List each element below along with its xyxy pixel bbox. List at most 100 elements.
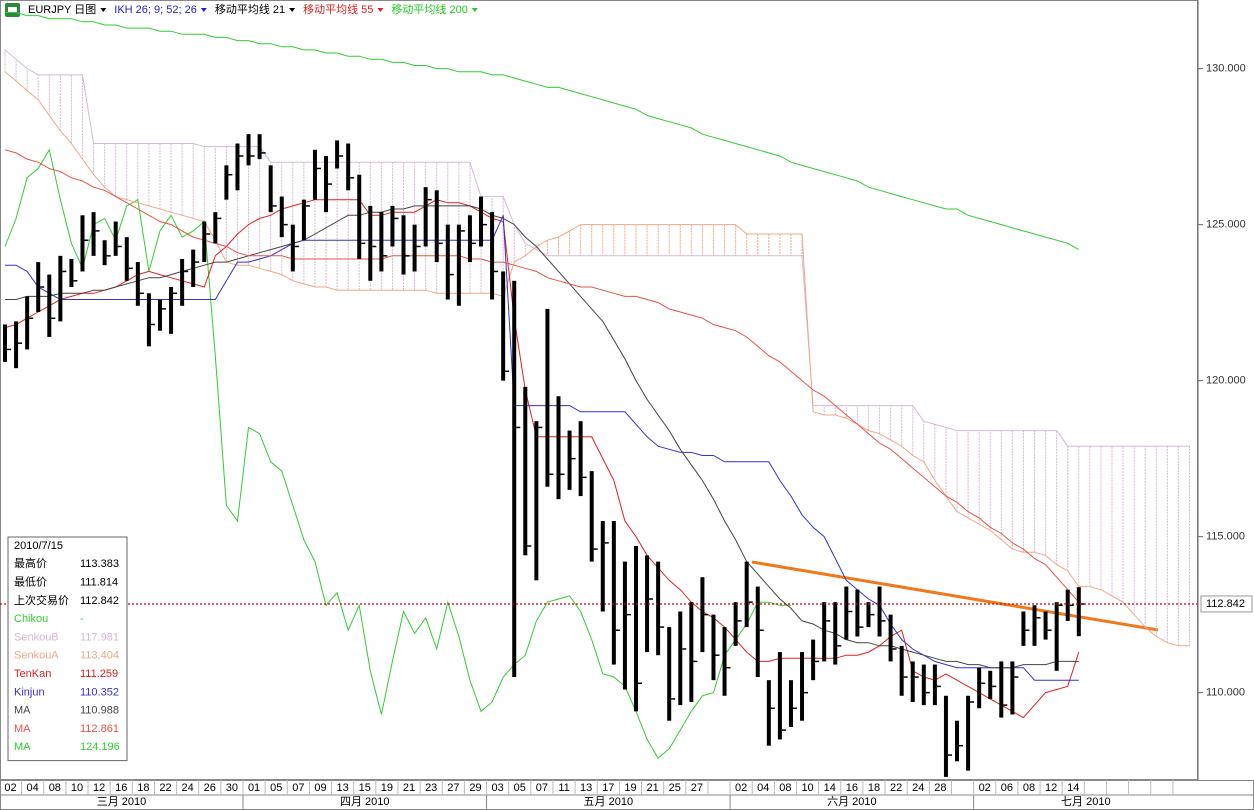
x-tick-label: 22 (890, 782, 902, 794)
y-tick-label: 110.000 (1206, 687, 1245, 699)
price-bar (877, 586, 882, 637)
info-series-value: 110.352 (80, 686, 119, 698)
price-bar (124, 237, 129, 281)
info-value: 112.842 (80, 595, 119, 607)
info-series-value: 110.988 (80, 705, 119, 717)
trend-line (751, 560, 1159, 632)
x-tick-label: 26 (204, 782, 216, 794)
price-bar (1043, 611, 1048, 640)
indicator-line (4, 148, 791, 759)
x-tick-label: 01 (248, 782, 260, 794)
price-bar (656, 561, 661, 656)
price-bar (423, 187, 428, 247)
price-bar (490, 212, 495, 300)
info-series-value: 124.196 (80, 741, 120, 753)
price-bar (833, 602, 838, 665)
price-bar (800, 652, 805, 721)
month-label: 五月 2010 (584, 796, 634, 808)
price-bar (412, 224, 417, 272)
price-bar (999, 661, 1004, 718)
month-label: 六月 2010 (827, 795, 877, 808)
price-bar (966, 695, 971, 771)
price-bar (312, 149, 317, 200)
x-tick-label: 16 (115, 782, 127, 794)
price-bar (445, 224, 450, 300)
price-bar (246, 134, 251, 166)
price-bar (622, 561, 627, 690)
x-tick-label: 10 (801, 782, 813, 794)
price-bar (888, 614, 893, 662)
price-bar (899, 645, 904, 696)
price-bar (755, 586, 760, 678)
x-tick-label: 23 (425, 782, 437, 794)
price-bar (611, 521, 616, 665)
x-tick-label: 29 (469, 782, 481, 794)
price-bar (290, 224, 295, 272)
price-bar (202, 221, 207, 263)
info-series-value: 117.981 (80, 631, 119, 643)
price-bar (744, 561, 749, 628)
x-tick-label: 05 (514, 782, 526, 794)
price-bar (977, 667, 982, 709)
dropdown-arrow (100, 8, 107, 12)
x-tick-label: 18 (868, 782, 880, 794)
price-bar (235, 143, 240, 191)
price-bar (279, 196, 284, 238)
x-tick-label: 08 (1023, 782, 1035, 794)
price-bar (844, 586, 849, 640)
price-bar (534, 421, 539, 581)
indicator-line (4, 49, 1190, 447)
price-bar (1021, 611, 1026, 646)
x-tick-label: 03 (491, 782, 503, 794)
x-tick-label: 19 (624, 782, 636, 794)
price-bar (722, 627, 727, 696)
x-tick-label: 02 (4, 782, 16, 794)
price-bar (467, 215, 472, 263)
x-tick-label: 21 (646, 782, 658, 794)
price-bar (788, 680, 793, 727)
y-tick-label: 120.000 (1206, 375, 1246, 387)
x-tick-label: 12 (93, 782, 105, 794)
y-tick-label: 130.000 (1206, 63, 1246, 75)
header-item: IKH 26; 9; 52; 26 (114, 4, 197, 16)
price-bar (545, 308, 550, 487)
price-bar (102, 240, 107, 266)
price-bar (711, 614, 716, 681)
indicator-line (4, 149, 1080, 603)
y-tick-label: 125.000 (1206, 219, 1246, 231)
header-item: 移动平均线 21 (215, 2, 285, 16)
info-series-name: MA (14, 723, 31, 735)
x-tick-label: 18 (137, 782, 149, 794)
x-tick-label: 17 (602, 782, 614, 794)
price-bar (955, 720, 960, 762)
dropdown-arrow (377, 8, 384, 12)
x-tick-label: 10 (71, 782, 83, 794)
x-tick-label: 06 (1001, 782, 1013, 794)
x-tick-label: 19 (381, 782, 393, 794)
info-series-name: Kinjun (14, 686, 45, 698)
info-series-name: SenkouB (14, 631, 59, 643)
price-bar (556, 396, 561, 500)
price-bar (733, 602, 738, 646)
info-series-value: 112.861 (80, 723, 119, 735)
x-tick-label: 02 (979, 782, 991, 794)
price-bar (91, 212, 96, 256)
price-bar (633, 546, 638, 712)
price-bar (346, 143, 351, 191)
header-item: EURJPY 日图 (28, 3, 96, 16)
info-series-value: - (80, 613, 84, 625)
price-bar (910, 661, 915, 702)
price-bar (3, 324, 7, 362)
x-tick-label: 04 (27, 782, 39, 794)
x-tick-label: 13 (337, 782, 349, 794)
price-bar (379, 212, 384, 272)
x-tick-label: 05 (270, 782, 282, 794)
x-tick-label: 28 (934, 782, 946, 794)
price-bar (456, 224, 461, 306)
price-bar (224, 165, 229, 200)
x-tick-label: 14 (1067, 782, 1079, 794)
month-label: 七月 2010 (1061, 795, 1111, 808)
price-bar (14, 321, 19, 369)
month-label: 四月 2010 (340, 796, 390, 808)
info-value: 113.383 (80, 558, 119, 570)
